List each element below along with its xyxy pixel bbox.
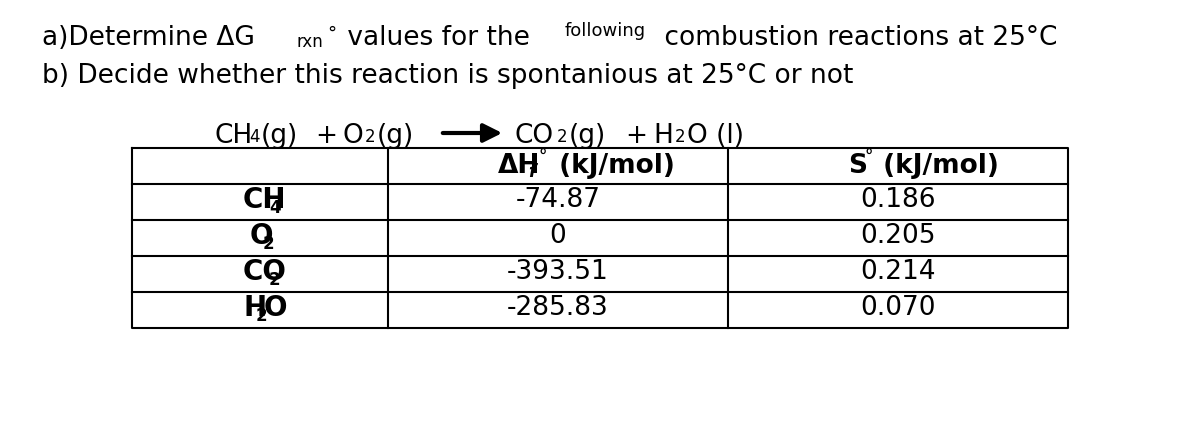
Text: rxn: rxn: [296, 33, 323, 51]
Text: 2: 2: [263, 235, 274, 253]
Text: b) Decide whether this reaction is spontanious at 25°C or not: b) Decide whether this reaction is spont…: [42, 63, 853, 89]
Text: 4: 4: [269, 199, 281, 217]
Text: 0.214: 0.214: [860, 259, 936, 285]
Text: combustion reactions at 25°C: combustion reactions at 25°C: [656, 25, 1057, 51]
Text: f: f: [528, 163, 535, 181]
Text: CO: CO: [242, 258, 287, 286]
Text: H: H: [242, 294, 266, 322]
Text: O: O: [250, 222, 274, 250]
Text: CH: CH: [242, 186, 287, 214]
Text: S: S: [848, 153, 866, 179]
Text: -285.83: -285.83: [508, 295, 608, 321]
Text: O (l): O (l): [686, 123, 744, 149]
Text: 0.205: 0.205: [860, 223, 936, 249]
Text: (g): (g): [569, 123, 606, 149]
Text: H: H: [653, 123, 673, 149]
Text: O: O: [264, 294, 288, 322]
Text: 2: 2: [256, 307, 268, 325]
Text: O: O: [343, 123, 364, 149]
Text: 2: 2: [557, 128, 568, 146]
Text: (g): (g): [377, 123, 414, 149]
Text: 0: 0: [550, 223, 566, 249]
Text: 4: 4: [250, 128, 259, 146]
Text: values for the: values for the: [340, 25, 539, 51]
Text: +: +: [625, 123, 647, 149]
Text: following: following: [565, 22, 646, 40]
Text: °: °: [864, 149, 872, 167]
Text: -74.87: -74.87: [516, 187, 600, 213]
Text: °: °: [538, 149, 546, 167]
Text: a)Determine ΔG: a)Determine ΔG: [42, 25, 254, 51]
Text: °: °: [326, 25, 336, 43]
Text: (kJ/mol): (kJ/mol): [874, 153, 998, 179]
Text: CO: CO: [515, 123, 554, 149]
Text: CH: CH: [215, 123, 253, 149]
Text: (kJ/mol): (kJ/mol): [550, 153, 674, 179]
Text: -393.51: -393.51: [508, 259, 608, 285]
Text: +: +: [314, 123, 337, 149]
Text: (g): (g): [262, 123, 299, 149]
Text: 0.186: 0.186: [860, 187, 936, 213]
Text: 2: 2: [674, 128, 685, 146]
Text: 2: 2: [269, 271, 281, 289]
Text: 2: 2: [365, 128, 376, 146]
Text: ΔH: ΔH: [498, 153, 540, 179]
Text: 0.070: 0.070: [860, 295, 936, 321]
